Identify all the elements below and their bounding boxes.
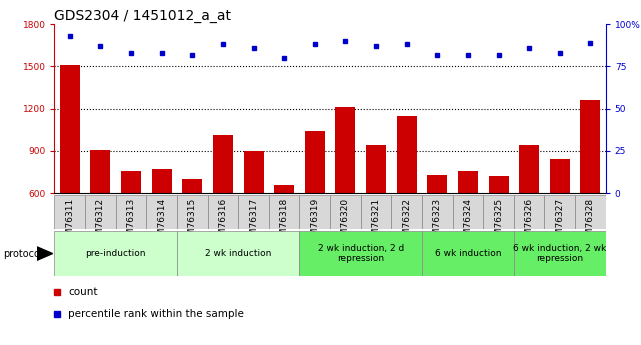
Bar [335, 107, 355, 278]
Bar [488, 176, 508, 278]
Text: 6 wk induction, 2 wk
repression: 6 wk induction, 2 wk repression [513, 244, 606, 263]
Bar [514, 195, 544, 229]
Bar [422, 231, 514, 276]
Bar [361, 195, 392, 229]
Text: 2 wk induction: 2 wk induction [205, 249, 271, 258]
Bar [581, 100, 601, 278]
Text: protocol: protocol [3, 249, 43, 258]
Bar [60, 65, 79, 278]
Text: pre-induction: pre-induction [85, 249, 146, 258]
Bar [458, 171, 478, 278]
Bar [177, 195, 208, 229]
Bar [330, 195, 361, 229]
Bar [54, 231, 177, 276]
Text: GSM76325: GSM76325 [494, 198, 503, 247]
Bar [366, 145, 386, 278]
Text: GSM76313: GSM76313 [126, 198, 135, 247]
Text: 6 wk induction: 6 wk induction [435, 249, 501, 258]
Bar [269, 195, 299, 229]
Bar [177, 231, 299, 276]
Bar [428, 175, 447, 278]
Text: GSM76319: GSM76319 [310, 198, 319, 247]
Bar [397, 116, 417, 278]
Bar [299, 231, 422, 276]
Text: GSM76323: GSM76323 [433, 198, 442, 247]
Text: GSM76311: GSM76311 [65, 198, 74, 247]
Text: GSM76322: GSM76322 [402, 198, 411, 247]
Text: GSM76328: GSM76328 [586, 198, 595, 247]
Bar [85, 195, 116, 229]
Text: GSM76327: GSM76327 [555, 198, 564, 247]
Bar [519, 145, 539, 278]
Text: GSM76321: GSM76321 [372, 198, 381, 247]
Bar [544, 195, 575, 229]
Bar [299, 195, 330, 229]
Text: count: count [69, 287, 98, 297]
Bar [213, 136, 233, 278]
Bar [453, 195, 483, 229]
Bar [116, 195, 146, 229]
Bar [550, 159, 570, 278]
Text: GSM76318: GSM76318 [279, 198, 288, 247]
Text: GSM76326: GSM76326 [525, 198, 534, 247]
Bar [121, 171, 141, 278]
Bar [274, 186, 294, 278]
Text: percentile rank within the sample: percentile rank within the sample [69, 309, 244, 319]
Text: GSM76324: GSM76324 [463, 198, 472, 247]
Bar [422, 195, 453, 229]
Polygon shape [37, 247, 53, 260]
Bar [146, 195, 177, 229]
Bar [182, 179, 203, 278]
Bar [90, 149, 110, 278]
Text: GSM76314: GSM76314 [157, 198, 166, 247]
Bar [208, 195, 238, 229]
Bar [392, 195, 422, 229]
Text: GSM76315: GSM76315 [188, 198, 197, 247]
Bar [514, 231, 606, 276]
Bar [244, 151, 263, 278]
Bar [305, 131, 325, 278]
Text: GDS2304 / 1451012_a_at: GDS2304 / 1451012_a_at [54, 9, 231, 23]
Text: GSM76316: GSM76316 [219, 198, 228, 247]
Text: GSM76317: GSM76317 [249, 198, 258, 247]
Text: GSM76320: GSM76320 [341, 198, 350, 247]
Bar [54, 195, 85, 229]
Bar [238, 195, 269, 229]
Bar [575, 195, 606, 229]
Bar [152, 169, 172, 278]
Text: 2 wk induction, 2 d
repression: 2 wk induction, 2 d repression [318, 244, 404, 263]
Text: GSM76312: GSM76312 [96, 198, 105, 247]
Bar [483, 195, 514, 229]
